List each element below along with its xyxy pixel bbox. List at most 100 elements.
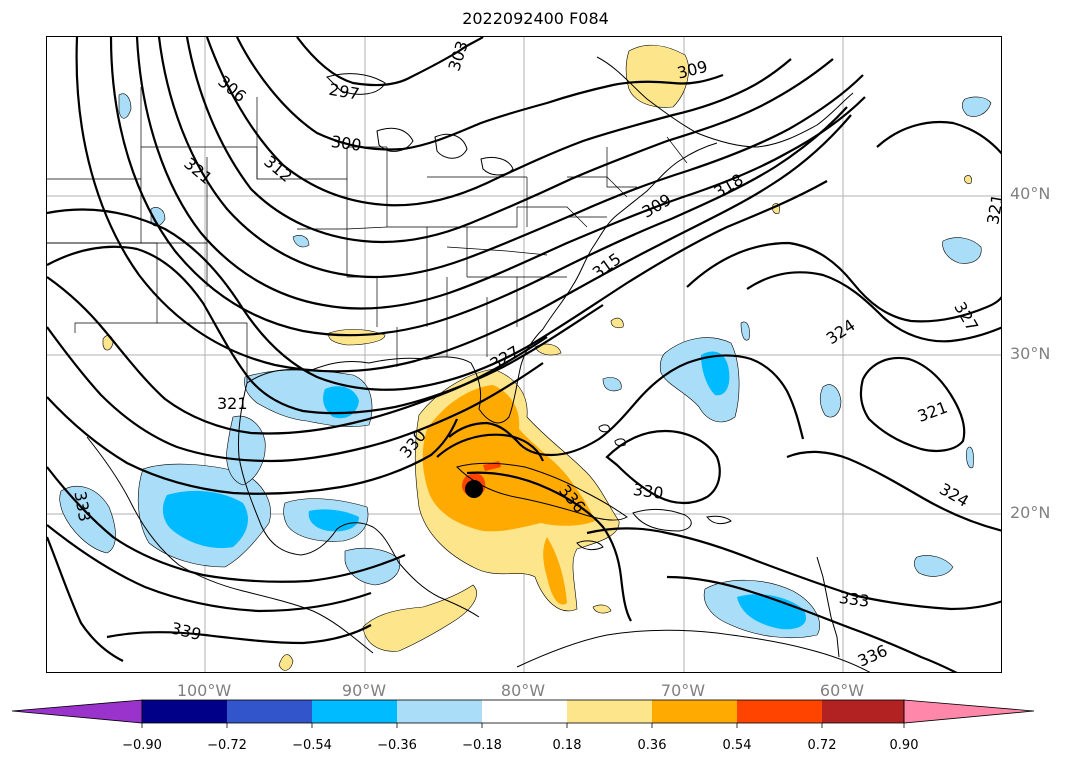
colorbar-tick-label: 0.72 bbox=[807, 738, 837, 753]
lat-label-30n: 30°N bbox=[1010, 344, 1051, 363]
contour-321-c bbox=[859, 356, 966, 452]
great-lakes-4 bbox=[326, 73, 386, 95]
contour-324-c bbox=[786, 450, 1001, 532]
negative-fill-east-2 bbox=[961, 96, 992, 117]
lon-label-100w: 100°W bbox=[176, 681, 232, 700]
contour-327-a bbox=[47, 326, 544, 463]
contour-label: 336 bbox=[855, 641, 891, 671]
negative-fill-east-3 bbox=[913, 555, 954, 577]
contour-333-a bbox=[47, 466, 406, 583]
contour-label: 324 bbox=[936, 479, 972, 511]
negative-fill-mexico-e bbox=[226, 415, 266, 486]
colorbar-segment bbox=[312, 700, 397, 723]
positive-fill-small-6 bbox=[964, 175, 972, 184]
bahamas-2 bbox=[614, 438, 626, 447]
contour-cuba-loop bbox=[436, 433, 545, 462]
negative-fill-east-4 bbox=[819, 384, 842, 418]
positive-fill-ne bbox=[625, 44, 689, 108]
negative-fill-small-3 bbox=[292, 235, 310, 248]
contour-label: 306 bbox=[214, 72, 250, 106]
negative-fill-gulf-core bbox=[323, 386, 359, 419]
contour-sw-loop bbox=[47, 536, 124, 662]
contour-324-b bbox=[686, 241, 1001, 323]
canada-coast bbox=[596, 56, 854, 148]
colorbar-segment bbox=[822, 700, 904, 723]
negative-fill-small-5 bbox=[966, 446, 974, 469]
positive-fill-gulf-coast bbox=[328, 329, 386, 346]
negative-fill-mexico-core bbox=[162, 490, 248, 549]
colorbar-tick-label: −0.72 bbox=[207, 738, 247, 753]
negative-fill-atlantic-1-core bbox=[701, 351, 730, 396]
contour-label: 312 bbox=[260, 152, 296, 186]
contour-327-b bbox=[746, 271, 1001, 343]
lat-label-40n: 40°N bbox=[1010, 184, 1051, 203]
positive-fill-small-2 bbox=[610, 317, 624, 329]
colorbar-tick-label: −0.90 bbox=[122, 738, 162, 753]
negative-fill-bahamas bbox=[602, 377, 622, 392]
contour-label: 315 bbox=[589, 249, 625, 282]
lon-label-90w: 90°W bbox=[341, 681, 387, 700]
contour-309 bbox=[157, 37, 864, 279]
contour-336-c bbox=[666, 575, 958, 672]
storm-center-marker bbox=[465, 480, 483, 498]
contour-306 bbox=[185, 37, 834, 244]
contour-321-b bbox=[47, 245, 604, 415]
contour-label: 321 bbox=[915, 398, 950, 426]
colorbar-tick-marks bbox=[141, 723, 905, 728]
contour-label: 321 bbox=[983, 193, 1002, 226]
contour-315 bbox=[109, 37, 848, 337]
contour-label: 309 bbox=[639, 190, 675, 222]
contour-333-b bbox=[586, 527, 1001, 611]
great-lakes-3 bbox=[480, 156, 514, 176]
colorbar-extend-left bbox=[11, 699, 143, 724]
colorbar-extend-right bbox=[903, 699, 1035, 724]
great-lakes-2 bbox=[434, 133, 468, 159]
colorbar-tick-label: 0.90 bbox=[889, 738, 919, 753]
contour-300 bbox=[236, 37, 724, 151]
map-panel: 303 306 297 300 309 321 312 318 309 315 … bbox=[46, 36, 1002, 673]
positive-fill-cuba-core bbox=[422, 385, 595, 532]
colorbar-tick-label: 0.54 bbox=[722, 738, 752, 753]
colorbar-segment bbox=[737, 700, 822, 723]
contour-label: 333 bbox=[838, 588, 871, 611]
contour-321-a bbox=[47, 180, 828, 391]
colorbar-tick-label: −0.54 bbox=[292, 738, 332, 753]
lesser-antilles bbox=[816, 556, 840, 658]
contour-339 bbox=[106, 624, 372, 645]
state-borders bbox=[47, 87, 688, 383]
contour-321-d bbox=[876, 120, 1001, 155]
colorbar-tick-label: 0.18 bbox=[552, 738, 582, 753]
us-east-coast bbox=[542, 142, 718, 330]
mexico-pacific-coast bbox=[86, 436, 374, 654]
contour-label: 303 bbox=[444, 38, 472, 73]
colorbar-segment bbox=[142, 700, 227, 723]
colorbar-segment bbox=[227, 700, 312, 723]
plot-title: 2022092400 F084 bbox=[462, 9, 609, 28]
puerto-rico-coast bbox=[706, 515, 732, 525]
contour-303 bbox=[205, 37, 792, 207]
contour-297 bbox=[296, 37, 484, 87]
negative-fill-caribbean-core bbox=[737, 594, 807, 630]
lon-label-80w: 80°W bbox=[500, 681, 546, 700]
lat-label-20n: 20°N bbox=[1010, 503, 1051, 522]
positive-fill-honduras bbox=[362, 584, 477, 652]
map-canvas: 303 306 297 300 309 321 312 318 309 315 … bbox=[47, 37, 1002, 672]
negative-fill-small-4 bbox=[740, 321, 750, 341]
contour-label: 339 bbox=[169, 618, 203, 644]
contour-336-b bbox=[466, 471, 632, 622]
mexico-coast bbox=[238, 382, 480, 618]
colorbar-segment bbox=[567, 700, 652, 723]
positive-fill-cuba-tail bbox=[543, 537, 567, 605]
contour-330-a bbox=[47, 396, 459, 495]
contour-label: 300 bbox=[330, 132, 363, 155]
contour-label: 324 bbox=[823, 315, 859, 348]
contour-label: 321 bbox=[180, 154, 216, 188]
contour-324 bbox=[47, 276, 548, 435]
contour-336-a bbox=[47, 524, 372, 613]
colorbar-segment bbox=[482, 700, 567, 723]
contour-330-c bbox=[605, 429, 721, 505]
colorbar-tick-label: 0.36 bbox=[637, 738, 667, 753]
colorbar bbox=[11, 699, 1035, 728]
positive-fill-sw bbox=[278, 654, 294, 671]
negative-fill-west bbox=[59, 486, 116, 554]
